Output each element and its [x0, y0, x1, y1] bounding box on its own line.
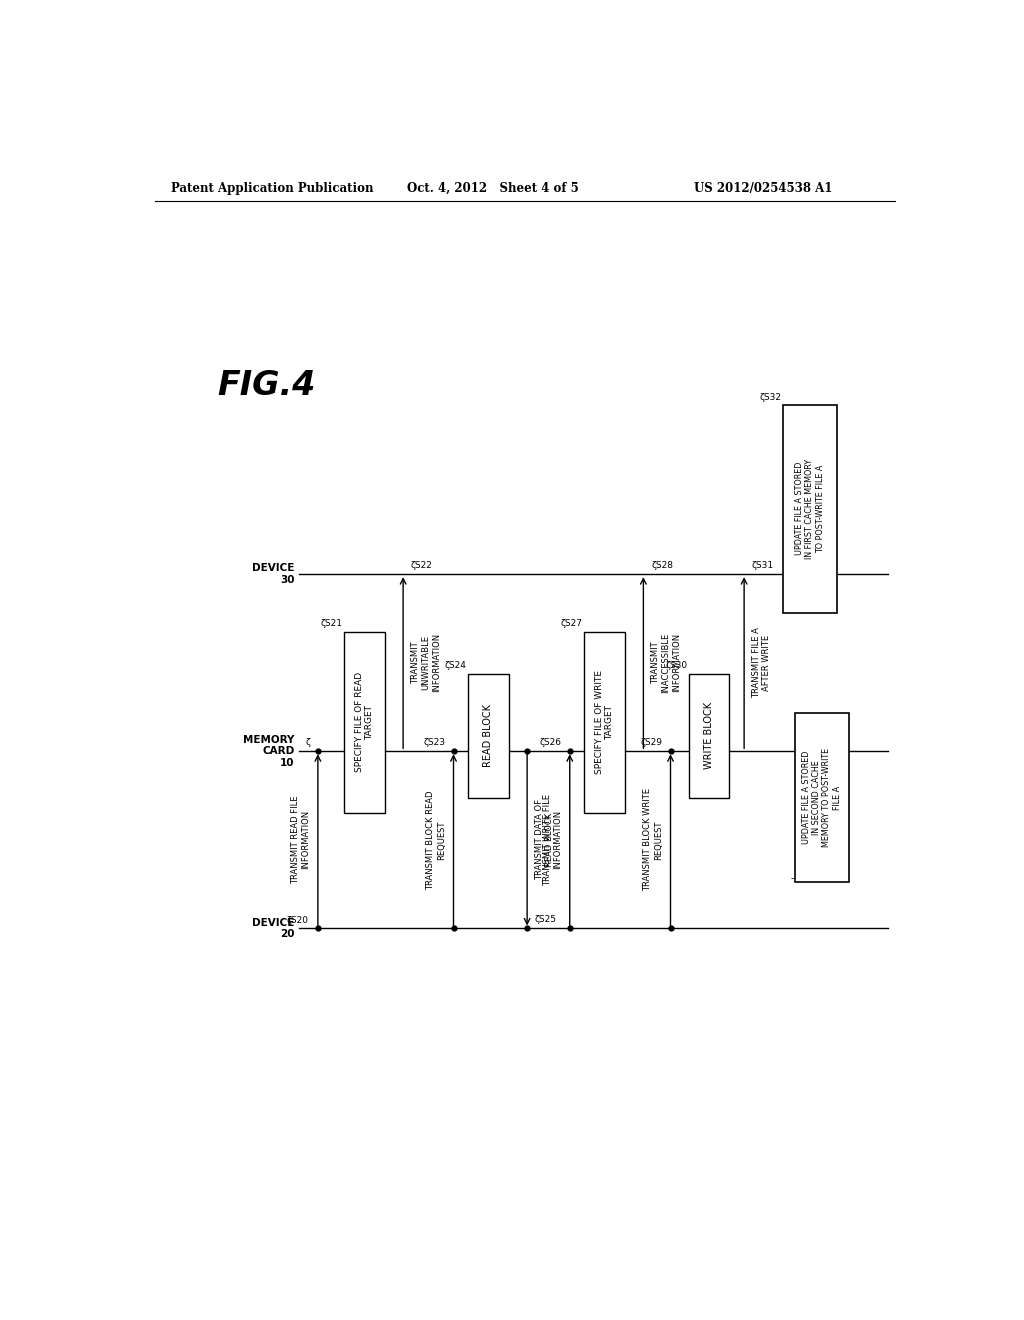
Text: TRANSMIT DATA OF
READ BLOCK: TRANSMIT DATA OF READ BLOCK — [535, 800, 554, 880]
Text: ζS23: ζS23 — [424, 738, 445, 747]
Text: ζS25: ζS25 — [535, 915, 557, 924]
Text: ζS20: ζS20 — [287, 916, 308, 924]
Text: Oct. 4, 2012   Sheet 4 of 5: Oct. 4, 2012 Sheet 4 of 5 — [407, 182, 579, 194]
Text: ζ: ζ — [305, 738, 310, 747]
Text: UPDATE FILE A STORED
IN SECOND CACHE
MEMORY TO POST-WRITE
FILE A: UPDATE FILE A STORED IN SECOND CACHE MEM… — [802, 748, 842, 847]
Text: DEVICE
20: DEVICE 20 — [252, 917, 295, 940]
Text: TRANSMIT BLOCK READ
REQUEST: TRANSMIT BLOCK READ REQUEST — [426, 791, 445, 890]
Text: READ BLOCK: READ BLOCK — [483, 705, 494, 767]
Bar — [585, 632, 625, 813]
Text: ζS31: ζS31 — [752, 561, 774, 570]
Bar — [783, 405, 838, 612]
Text: ζS32: ζS32 — [760, 393, 781, 401]
Text: ζS26: ζS26 — [540, 738, 562, 747]
Text: TRANSMIT
INACCESSIBLE
INFORMATION: TRANSMIT INACCESSIBLE INFORMATION — [651, 632, 681, 693]
Text: ζS30: ζS30 — [666, 661, 687, 671]
Text: —S33: —S33 — [791, 874, 817, 883]
Text: Patent Application Publication: Patent Application Publication — [171, 182, 373, 194]
Text: DEVICE
30: DEVICE 30 — [252, 564, 295, 585]
Text: FIG.4: FIG.4 — [217, 370, 315, 403]
Text: TRANSMIT READ FILE
INFORMATION: TRANSMIT READ FILE INFORMATION — [291, 796, 310, 884]
Text: ζS28: ζS28 — [651, 561, 673, 570]
Bar — [795, 713, 849, 882]
Text: ζS24: ζS24 — [444, 661, 467, 671]
Text: ζS29: ζS29 — [641, 738, 663, 747]
Bar — [468, 675, 509, 797]
Text: SPECIFY FILE OF READ
TARGET: SPECIFY FILE OF READ TARGET — [354, 672, 374, 772]
Text: SPECIFY FILE OF WRITE
TARGET: SPECIFY FILE OF WRITE TARGET — [595, 671, 614, 775]
Text: TRANSMIT BLOCK WRITE
REQUEST: TRANSMIT BLOCK WRITE REQUEST — [643, 788, 663, 891]
Bar — [689, 675, 729, 797]
Text: UPDATE FILE A STORED
IN FIRST CACHE MEMORY
TO POST-WRITE FILE A: UPDATE FILE A STORED IN FIRST CACHE MEMO… — [795, 458, 825, 558]
Text: ζS22: ζS22 — [411, 561, 433, 570]
Text: ζS21: ζS21 — [321, 619, 343, 628]
Text: TRANSMIT
UNWRITABLE
INFORMATION: TRANSMIT UNWRITABLE INFORMATION — [411, 634, 440, 692]
Text: MEMORY
CARD
10: MEMORY CARD 10 — [244, 735, 295, 768]
Text: TRANSMIT WRITE FILE
INFORMATION: TRANSMIT WRITE FILE INFORMATION — [543, 793, 562, 886]
Bar — [344, 632, 385, 813]
Text: US 2012/0254538 A1: US 2012/0254538 A1 — [693, 182, 833, 194]
Text: ζS27: ζS27 — [561, 619, 583, 628]
Text: WRITE BLOCK: WRITE BLOCK — [705, 702, 715, 770]
Text: TRANSMIT FILE A
AFTER WRITE: TRANSMIT FILE A AFTER WRITE — [752, 627, 771, 698]
